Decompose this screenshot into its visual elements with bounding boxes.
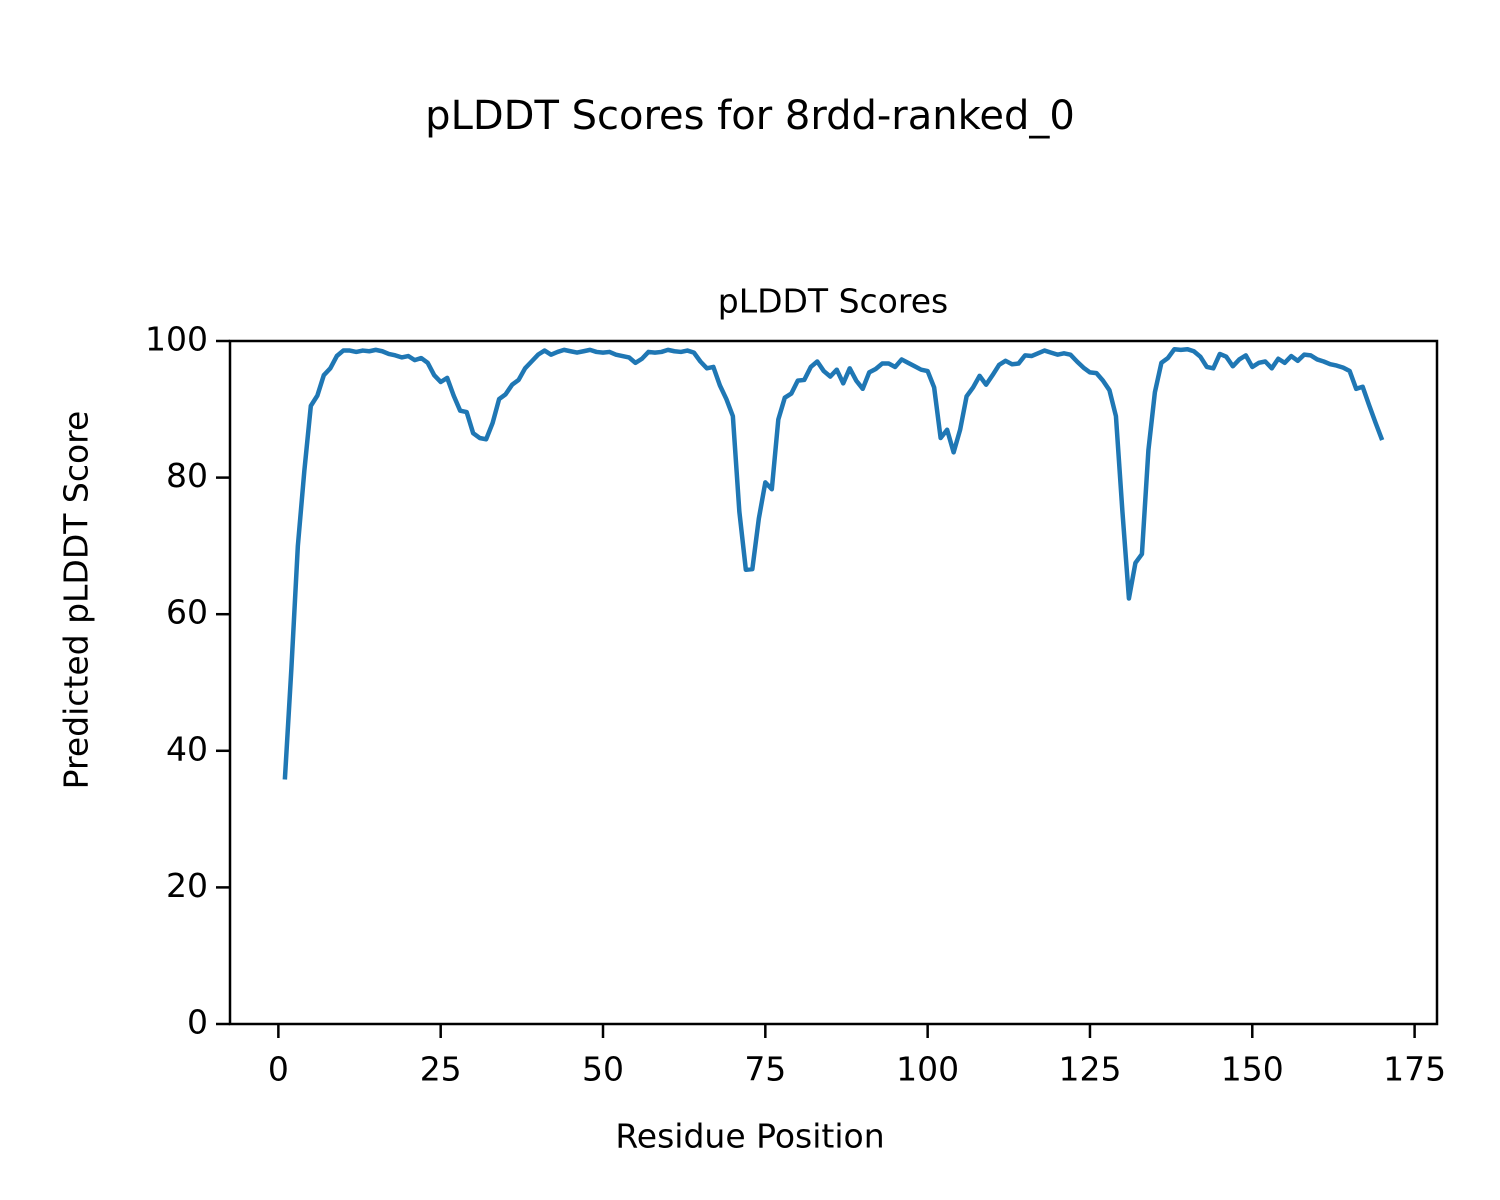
x-tick-label: 50 [582, 1050, 624, 1089]
x-tick-label: 25 [420, 1050, 462, 1089]
y-axis-label: Predicted pLDDT Score [57, 411, 96, 790]
score-line [282, 346, 1385, 780]
y-tick-label: 40 [166, 729, 208, 768]
x-tick-label: 0 [268, 1050, 289, 1089]
y-tick-label: 20 [166, 866, 208, 905]
x-tick-label: 150 [1221, 1050, 1284, 1089]
y-tick-label: 0 [187, 1003, 208, 1042]
x-tick-label: 100 [896, 1050, 959, 1089]
y-tick-label: 60 [166, 593, 208, 632]
y-tick-label: 100 [145, 320, 208, 359]
x-tick-label: 125 [1058, 1050, 1121, 1089]
x-tick-label: 75 [744, 1050, 786, 1089]
x-tick-label: 175 [1383, 1050, 1446, 1089]
chart-suptitle: pLDDT Scores for 8rdd-ranked_0 [425, 93, 1075, 139]
x-axis-label: Residue Position [615, 1117, 884, 1156]
axes-frame [228, 339, 1439, 1026]
y-tick-label: 80 [166, 456, 208, 495]
axes-title: pLDDT Scores [718, 282, 948, 321]
